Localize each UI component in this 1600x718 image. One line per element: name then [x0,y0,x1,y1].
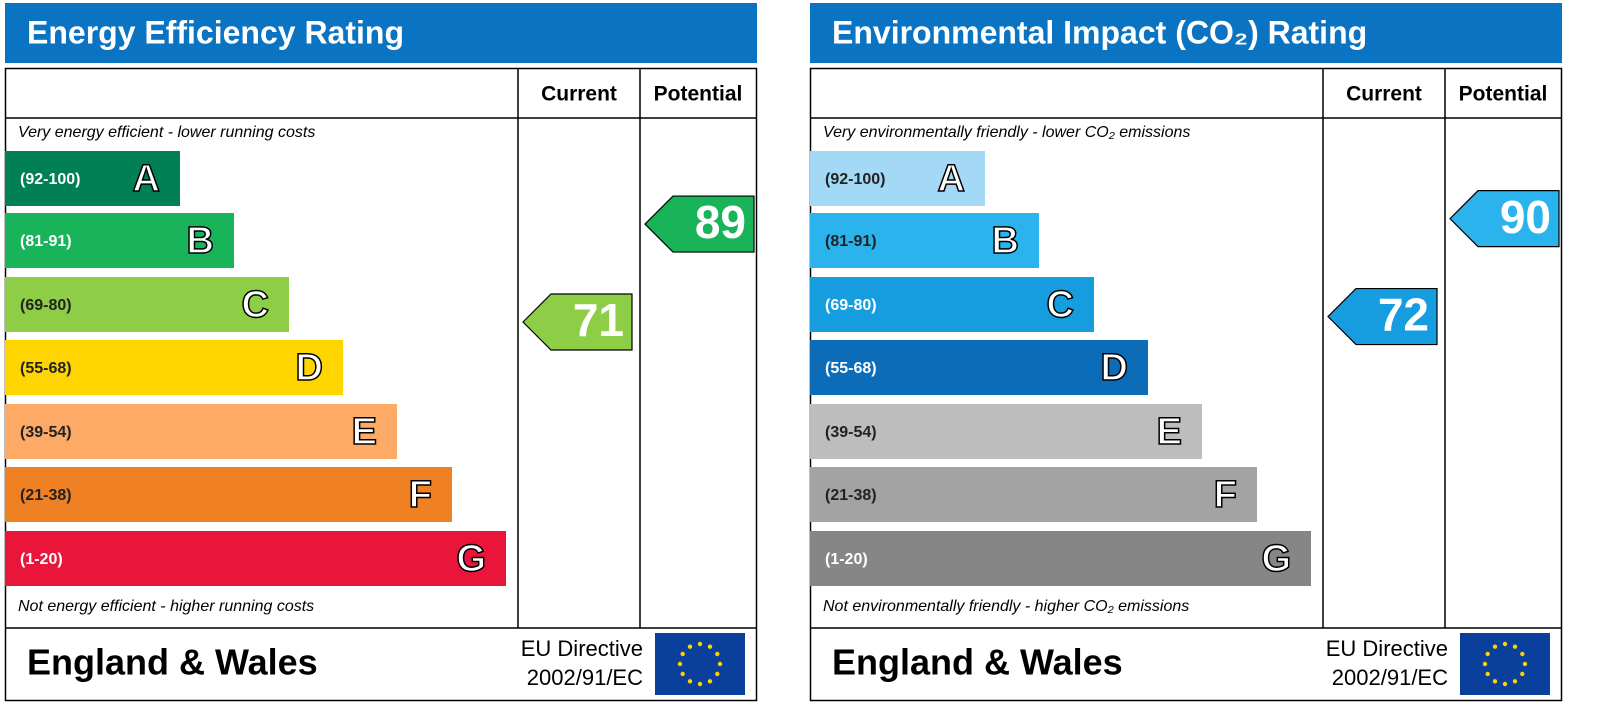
band-range: (1-20) [825,551,868,568]
band-range: (81-91) [825,233,877,250]
eu-star [717,661,723,667]
rating-value: 72 [1378,289,1429,341]
rating-band [810,277,1094,332]
directive-line: 2002/91/EC [527,665,643,690]
band-letter: C [1047,284,1074,326]
column-header: Potential [1459,83,1548,106]
eu-star [1492,679,1498,684]
eu-star [707,644,713,649]
panel-title: Energy Efficiency Rating [27,14,404,50]
rating-band [5,531,506,586]
band-letter: A [133,158,160,200]
rating-panel: Environmental Impact (CO₂) Rating Current… [809,3,1563,702]
eu-star [687,679,693,684]
band-letter: G [1261,538,1291,580]
rating-band [810,467,1257,522]
band-range: (69-80) [20,297,72,314]
eu-star [1520,651,1525,657]
directive-line: EU Directive [521,636,643,661]
band-range: (39-54) [825,424,877,441]
eu-star [697,681,703,687]
eu-star [1485,651,1490,657]
eu-star [697,641,703,647]
band-letter: C [242,284,269,326]
column-header: Current [541,83,617,106]
eu-star [707,679,713,684]
eu-star [1522,661,1528,667]
panel-title: Environmental Impact (CO₂) Rating [832,14,1367,50]
eu-star [1485,671,1490,677]
directive-line: EU Directive [1326,636,1448,661]
eu-star [680,651,685,657]
title-bar [810,3,1562,63]
band-range: (55-68) [825,360,877,377]
band-letter: E [1157,411,1182,453]
directive-line: 2002/91/EC [1332,665,1448,690]
rating-arrow [1449,190,1560,248]
rating-band [810,151,985,206]
band-letter: D [296,347,323,389]
rating-value: 89 [695,196,746,248]
eu-star [680,671,685,677]
rating-band [810,404,1202,459]
eu-star [715,651,720,657]
eu-star [1492,644,1498,649]
band-range: (21-38) [825,487,877,504]
band-range: (1-20) [20,551,63,568]
rating-band [5,277,289,332]
band-letter: D [1101,347,1128,389]
bottom-note: Not energy efficient - higher running co… [18,598,314,615]
band-range: (69-80) [825,297,877,314]
rating-band [5,213,234,268]
top-note: Very environmentally friendly - lower CO… [823,124,1190,141]
rating-arrow [644,195,755,253]
eu-star [1482,661,1488,667]
eu-star [1502,641,1508,647]
rating-band [810,531,1311,586]
rating-value: 90 [1500,191,1551,243]
band-range: (21-38) [20,487,72,504]
column-header: Potential [654,83,743,106]
rating-panel: Energy Efficiency Rating Current Potential… [4,3,758,702]
band-letter: A [938,158,965,200]
eu-star [715,671,720,677]
band-range: (92-100) [20,171,80,188]
band-letter: B [992,220,1019,262]
band-letter: F [1214,474,1237,516]
band-letter: G [456,538,486,580]
bottom-note: Not environmentally friendly - higher CO… [823,598,1189,615]
band-range: (39-54) [20,424,72,441]
eu-star [1512,644,1518,649]
eu-star [1512,679,1518,684]
rating-band [5,467,452,522]
rating-band [5,404,397,459]
band-range: (81-91) [20,233,72,250]
column-header: Current [1346,83,1422,106]
top-note: Very energy efficient - lower running co… [18,124,315,141]
region: England & Wales [832,642,1123,683]
region: England & Wales [27,642,318,683]
band-range: (55-68) [20,360,72,377]
rating-band [810,213,1039,268]
rating-arrow [522,293,633,351]
eu-star [677,661,683,667]
rating-arrow [1327,287,1438,346]
title-bar [5,3,757,63]
eu-star [1520,671,1525,677]
rating-band [5,151,180,206]
band-letter: E [352,411,377,453]
rating-value: 71 [573,294,624,346]
eu-star [1502,681,1508,687]
eu-star [687,644,693,649]
band-letter: F [409,474,432,516]
rating-band [5,340,343,395]
band-range: (92-100) [825,171,885,188]
rating-band [810,340,1148,395]
band-letter: B [187,220,214,262]
